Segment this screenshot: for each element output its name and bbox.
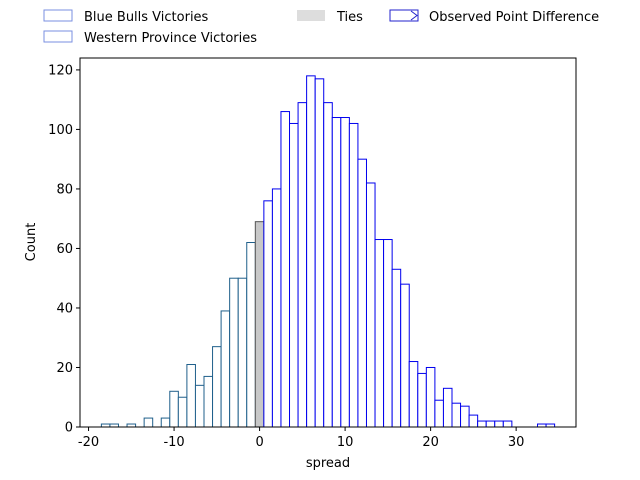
bar-western-province-victories-26 bbox=[485, 420, 496, 428]
bar-blue-bulls-victories-3 bbox=[143, 417, 154, 428]
y-tick-label: 60 bbox=[56, 242, 73, 257]
bar-western-province-victories-24 bbox=[468, 414, 479, 428]
x-tick-label: 10 bbox=[337, 435, 354, 450]
legend-swatch-observed-arrow-icon bbox=[389, 9, 419, 22]
plot-frame bbox=[79, 57, 577, 428]
legend-label-observed: Observed Point Difference bbox=[429, 10, 599, 25]
bar-blue-bulls-victories-11 bbox=[220, 310, 231, 428]
legend-label-western-province: Western Province Victories bbox=[84, 31, 257, 46]
legend-swatch-ties bbox=[297, 10, 325, 21]
bar-western-province-victories-13 bbox=[374, 239, 385, 428]
histogram-bars bbox=[100, 75, 556, 428]
bar-western-province-victories-21 bbox=[442, 387, 453, 428]
bar-western-province-victories-25 bbox=[477, 420, 487, 428]
bar-ties-0 bbox=[254, 221, 265, 428]
y-tick-label: 20 bbox=[56, 361, 73, 376]
bar-western-province-victories-5 bbox=[306, 75, 316, 428]
x-tick-label: 20 bbox=[422, 435, 439, 450]
bar-western-province-victories-12 bbox=[365, 182, 376, 428]
bar-western-province-victories-19 bbox=[425, 366, 436, 428]
x-tick-label: -20 bbox=[78, 435, 99, 450]
bar-western-province-victories-27 bbox=[494, 420, 504, 428]
y-tick-label: 120 bbox=[48, 63, 73, 78]
legend: Blue Bulls Victories Western Province Vi… bbox=[43, 9, 599, 46]
bar-western-province-victories-23 bbox=[460, 405, 470, 428]
x-tick-label: 0 bbox=[255, 435, 263, 450]
legend-label-blue-bulls: Blue Bulls Victories bbox=[84, 10, 209, 25]
bar-blue-bulls-victories-7 bbox=[186, 364, 196, 428]
legend-label-ties: Ties bbox=[336, 10, 363, 25]
y-tick-label: 0 bbox=[65, 421, 73, 436]
bar-blue-bulls-victories-9 bbox=[203, 375, 214, 428]
bar-blue-bulls-victories-8 bbox=[194, 384, 205, 428]
x-tick-label: 30 bbox=[508, 435, 525, 450]
bar-western-province-victories-4 bbox=[297, 102, 308, 428]
bar-blue-bulls-victories-14 bbox=[246, 242, 256, 428]
bar-western-province-victories-9 bbox=[340, 117, 350, 428]
bar-blue-bulls-victories-10 bbox=[212, 346, 222, 428]
bar-western-province-victories-0 bbox=[263, 200, 273, 428]
bar-western-province-victories-6 bbox=[314, 78, 325, 428]
bar-blue-bulls-victories-5 bbox=[169, 390, 179, 428]
bar-western-province-victories-14 bbox=[383, 239, 393, 428]
legend-swatch-western-province bbox=[43, 30, 73, 43]
x-tick-label: -10 bbox=[163, 435, 184, 450]
bar-western-province-victories-15 bbox=[391, 268, 402, 428]
bar-western-province-victories-8 bbox=[331, 117, 342, 428]
y-tick-label: 40 bbox=[56, 301, 73, 316]
bar-western-province-victories-16 bbox=[400, 283, 410, 428]
bar-western-province-victories-20 bbox=[434, 399, 444, 428]
bar-western-province-victories-22 bbox=[451, 402, 462, 428]
bar-western-province-victories-3 bbox=[289, 122, 299, 428]
legend-swatch-blue-bulls bbox=[43, 9, 73, 22]
bar-western-province-victories-10 bbox=[348, 122, 359, 428]
y-axis-label: Count bbox=[24, 223, 39, 262]
bar-western-province-victories-28 bbox=[502, 420, 513, 428]
bar-blue-bulls-victories-4 bbox=[160, 417, 171, 428]
x-axis-label: spread bbox=[306, 456, 350, 471]
bar-blue-bulls-victories-12 bbox=[229, 277, 239, 428]
y-tick-label: 80 bbox=[56, 182, 73, 197]
bar-western-province-victories-2 bbox=[280, 111, 291, 428]
bar-western-province-victories-11 bbox=[357, 158, 367, 428]
bar-western-province-victories-1 bbox=[271, 188, 282, 428]
bar-western-province-victories-7 bbox=[323, 102, 333, 428]
y-tick-label: 100 bbox=[48, 123, 73, 138]
bar-blue-bulls-victories-13 bbox=[237, 277, 248, 428]
bar-western-province-victories-17 bbox=[408, 361, 419, 428]
y-axis: 0 20 40 60 80 100 120 bbox=[48, 63, 80, 436]
bar-western-province-victories-18 bbox=[417, 372, 427, 428]
x-axis: -20 -10 0 10 20 30 bbox=[78, 427, 524, 450]
bar-blue-bulls-victories-6 bbox=[177, 396, 188, 428]
